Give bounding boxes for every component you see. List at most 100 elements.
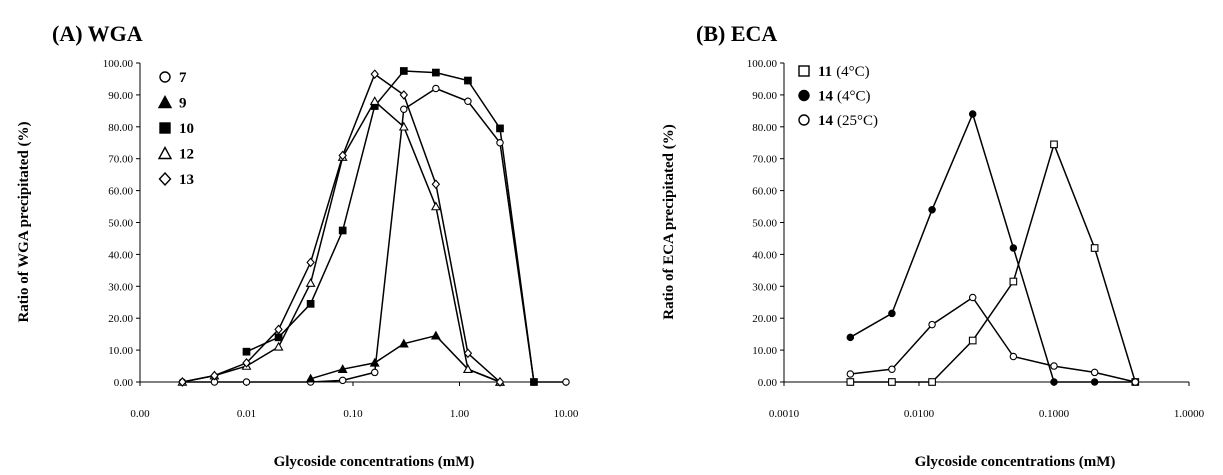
panel-a-series-5-point bbox=[274, 324, 283, 335]
panel-b-data-markers bbox=[846, 110, 1140, 386]
panel-a-series-1-point bbox=[432, 84, 440, 93]
panel-a-y-tick-label: 0.00 bbox=[114, 377, 134, 389]
panel-b-y-tick-label: 10.00 bbox=[752, 345, 777, 357]
panel-b-series-3-point bbox=[846, 370, 855, 378]
panel-a-legend-label-4: 12 bbox=[179, 147, 194, 163]
panel-b-y-tick-label: 80.00 bbox=[752, 122, 777, 134]
panel-a-series-5-point bbox=[306, 257, 315, 268]
panel-b-y-tick-label: 0.00 bbox=[758, 377, 778, 389]
panel-a-series-3-line bbox=[246, 70, 535, 383]
panel-a-series-4-point bbox=[462, 364, 473, 373]
panel-b-y-tick-label: 30.00 bbox=[752, 281, 777, 293]
panel-a-x-tick-label: 0.10 bbox=[343, 408, 363, 420]
panel-a-series-2-point bbox=[398, 338, 409, 348]
panel-a-y-tick-label: 90.00 bbox=[108, 90, 133, 102]
panel-b-series-1-point bbox=[1009, 277, 1018, 286]
panel-b-series-2-point bbox=[1009, 244, 1018, 252]
panel-a-series-5-point bbox=[495, 377, 505, 387]
panel-a-series-5-point bbox=[431, 179, 441, 190]
panel-b-series-3-point bbox=[1009, 352, 1018, 361]
panel-a-series-1-point bbox=[370, 368, 379, 377]
panel-b-legend-label-3: 14 (25°C) bbox=[818, 113, 878, 129]
panel-a-y-tick-label: 30.00 bbox=[108, 281, 133, 293]
panel-b-series-2-point bbox=[846, 333, 855, 342]
panel-a-series-5-point bbox=[210, 370, 219, 381]
panel-b-series-3-point bbox=[928, 320, 936, 329]
panel-b-series-1-line bbox=[850, 141, 1137, 383]
panel-a-series-5-point bbox=[242, 358, 251, 368]
panel-a-axes: 0.0010.0020.0030.0040.0050.0060.0070.008… bbox=[103, 58, 579, 420]
panel-a-series-5-point bbox=[463, 348, 473, 359]
panel-b-series-1-point bbox=[968, 336, 977, 345]
panel-a-series-5-point bbox=[399, 90, 409, 100]
panel-b-y-tick-label: 20.00 bbox=[752, 313, 777, 325]
panel-a-x-tick-label: 0.00 bbox=[130, 408, 150, 420]
panel-b-y-tick-label: 70.00 bbox=[752, 154, 777, 166]
panel-a-series-3-point bbox=[464, 76, 472, 85]
panel-a-series-3-point bbox=[242, 347, 251, 356]
panel-a-y-tick-label: 70.00 bbox=[108, 154, 133, 166]
panel-a-series-5-point bbox=[178, 377, 187, 387]
panel-a-y-tick-label: 60.00 bbox=[108, 186, 133, 198]
panel-a-series-2-point bbox=[430, 330, 441, 340]
panel-b-series-1-point bbox=[1090, 244, 1099, 252]
panel-b-legend-marker-3 bbox=[798, 114, 810, 126]
panel-a-series-3-point bbox=[432, 68, 440, 77]
panel-b-series-2-point bbox=[1050, 378, 1058, 386]
panel-a-y-tick-label: 40.00 bbox=[108, 249, 133, 261]
panel-a-series-4-point bbox=[398, 121, 409, 131]
panel-b-series-lines bbox=[849, 111, 1137, 383]
panel-b-series-3-point bbox=[1131, 378, 1140, 386]
panel-a-series-1-point bbox=[400, 105, 408, 114]
panel-a-series-1-point bbox=[338, 376, 347, 385]
panel-b-y-tick-label: 100.00 bbox=[747, 58, 778, 70]
panel-a-data-markers bbox=[177, 67, 570, 387]
panel-a-legend-label-5: 13 bbox=[179, 172, 194, 188]
panel-a-series-3-point bbox=[306, 299, 315, 308]
panel-b-series-1-point bbox=[928, 378, 936, 386]
panel-b-x-axis-label: Glycoside concentrations (mM) bbox=[915, 454, 1116, 470]
panel-b-y-tick-label: 90.00 bbox=[752, 90, 777, 102]
panel-a-series-2-point bbox=[305, 373, 316, 383]
panel-b-y-axis-label: Ratio of ECA precipitated (%) bbox=[661, 124, 677, 320]
panel-a-x-tick-label: 1.00 bbox=[450, 408, 470, 420]
panel-a-series-4-point bbox=[273, 341, 284, 351]
panel-a-x-axis-label: Glycoside concentrations (mM) bbox=[274, 454, 475, 470]
panel-a-series-2-point bbox=[369, 357, 380, 367]
panel-b-title: (B) ECA bbox=[696, 21, 777, 46]
panel-a-series-3-point bbox=[530, 378, 538, 386]
panel-a-series-4-point bbox=[369, 96, 380, 106]
panel-b-series-3-point bbox=[968, 293, 977, 302]
panel-b-series-3-line bbox=[850, 296, 1136, 383]
panel-a-series-3-point bbox=[399, 67, 408, 75]
panel-a-legend-label-3: 10 bbox=[179, 121, 194, 137]
panel-b-series-2-point bbox=[888, 309, 896, 318]
panel-a-x-tick-label: 10.00 bbox=[554, 408, 579, 420]
panel-b-y-tick-label: 50.00 bbox=[752, 218, 777, 230]
panel-a-wga: (A) WGA Ratio of WGA precipitated (%) Gl… bbox=[16, 21, 579, 470]
panel-a-y-tick-label: 50.00 bbox=[108, 218, 133, 230]
panel-a-y-axis-label: Ratio of WGA precipitated (%) bbox=[16, 121, 32, 322]
panel-b-series-3-point bbox=[1050, 362, 1058, 370]
panel-b-legend-label-1: 11 (4°C) bbox=[818, 64, 870, 80]
panel-b-series-1-point bbox=[888, 378, 896, 386]
panel-a-series-3-point bbox=[274, 333, 283, 342]
panel-b-legend-marker-1 bbox=[798, 65, 810, 77]
panel-a-legend-marker-2 bbox=[157, 95, 173, 109]
panel-a-title: (A) WGA bbox=[52, 21, 143, 46]
panel-b-x-tick-label: 1.0000 bbox=[1174, 408, 1205, 420]
panel-a-y-tick-label: 20.00 bbox=[108, 313, 133, 325]
panel-b-series-2-point bbox=[968, 110, 977, 118]
panel-b-legend: 11 (4°C) 14 (4°C) 14 (25°C) bbox=[798, 64, 878, 129]
panel-b-eca: (B) ECA Ratio of ECA precipitated (%) Gl… bbox=[661, 21, 1205, 470]
panel-a-series-4-point bbox=[305, 277, 316, 287]
panel-a-series-1-point bbox=[562, 378, 570, 386]
panel-a-series-4-line bbox=[182, 100, 501, 383]
panel-a-legend-marker-3 bbox=[159, 122, 171, 134]
panel-a-x-tick-label: 0.01 bbox=[237, 408, 256, 420]
panel-a-legend-marker-4 bbox=[157, 146, 173, 160]
panel-a-series-2-point bbox=[337, 364, 348, 373]
panel-b-legend-marker-2 bbox=[798, 89, 810, 102]
